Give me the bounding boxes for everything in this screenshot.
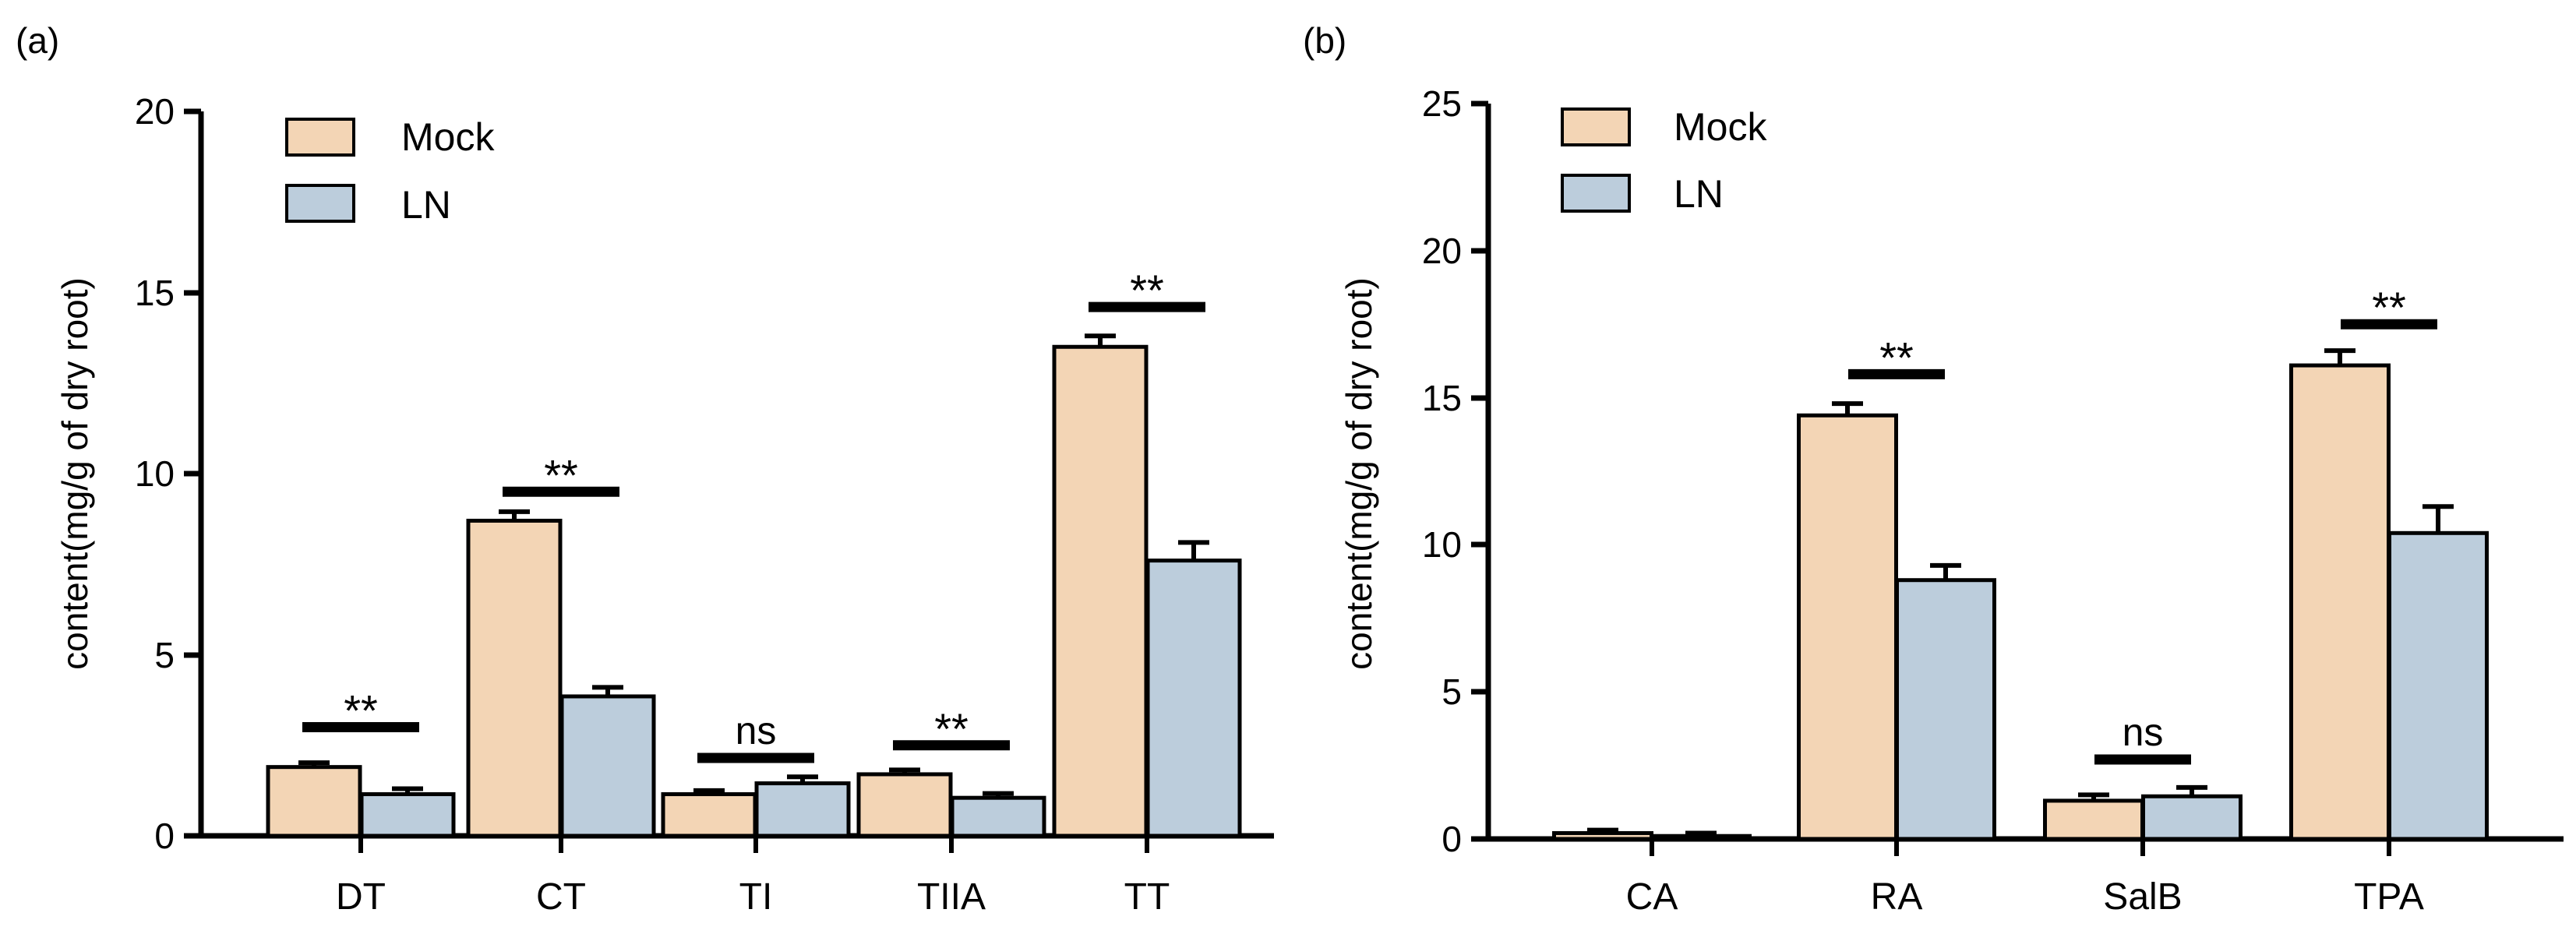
bar-mock-ca bbox=[1552, 830, 1653, 841]
significance-label: ** bbox=[1130, 266, 1164, 315]
panel-b-category-label: SalB bbox=[2103, 876, 2182, 918]
panel-b-category-label: CA bbox=[1626, 876, 1678, 918]
panel-a-y-tick-label: 15 bbox=[135, 273, 175, 313]
panel-a-category-label: TT bbox=[1124, 876, 1170, 918]
bar-mock-dt bbox=[266, 765, 362, 838]
panel-a-x-axis: DT CT TI TIIA TT bbox=[199, 833, 1274, 918]
legend-swatch-mock bbox=[1561, 107, 1631, 146]
bar-ln-ti bbox=[754, 781, 851, 838]
panel-b-x-axis: CA RA SalB TPA bbox=[1486, 836, 2564, 918]
panel-a-y-tick-label: 10 bbox=[135, 453, 175, 494]
panel-a-y-axis-title: content(mg/g of dry root) bbox=[55, 277, 95, 670]
significance-label: ** bbox=[544, 450, 578, 499]
significance-label: ** bbox=[344, 686, 378, 735]
panel-a-y-tick-label: 0 bbox=[154, 816, 175, 856]
panel-a-y-tick-label: 5 bbox=[154, 635, 175, 675]
panel-b: (b) 0 5 10 15 20 25 content(mg/g of dry … bbox=[1303, 20, 2564, 918]
legend-label-ln: LN bbox=[401, 183, 451, 227]
panel-a-category-label: TI bbox=[739, 876, 773, 918]
bar-ln-ca bbox=[1650, 834, 1752, 841]
panel-b-y-tick-label: 5 bbox=[1442, 671, 1462, 712]
bar-ln-tpa bbox=[2387, 530, 2489, 841]
bar-ln-dt bbox=[359, 792, 456, 838]
panel-a-category-label: DT bbox=[336, 876, 386, 918]
bar-mock-ct bbox=[466, 518, 563, 838]
panel-b-marks: ** ns ** bbox=[1552, 283, 2489, 841]
panel-a-label: (a) bbox=[16, 20, 59, 61]
bar-ln-ct bbox=[559, 694, 656, 838]
legend-swatch-ln bbox=[285, 184, 355, 223]
panel-a-marks: ** ** ns ** ** bbox=[266, 266, 1242, 838]
panel-b-y-tick-label: 20 bbox=[1422, 231, 1462, 271]
panel-b-category-label: TPA bbox=[2354, 876, 2424, 918]
panel-a-category-label: TIIA bbox=[917, 876, 986, 918]
legend-swatch-mock bbox=[285, 118, 355, 157]
significance-label: ** bbox=[2372, 283, 2406, 332]
bar-mock-tiia bbox=[856, 772, 953, 838]
significance-label: ns bbox=[2123, 710, 2164, 754]
bar-mock-tt bbox=[1052, 344, 1149, 838]
panel-a-category-label: CT bbox=[536, 876, 586, 918]
bar-mock-salb bbox=[2043, 798, 2144, 841]
legend-label-mock: Mock bbox=[401, 115, 495, 159]
panel-b-legend: Mock LN bbox=[1561, 105, 1767, 216]
panel-b-y-tick-label: 0 bbox=[1442, 819, 1462, 859]
panel-a-legend: Mock LN bbox=[285, 115, 495, 227]
panel-a-y-axis: 0 5 10 15 20 content(mg/g of dry root) bbox=[55, 91, 204, 856]
panel-b-y-axis: 0 5 10 15 20 25 content(mg/g of dry root… bbox=[1339, 83, 1491, 859]
bar-mock-tpa bbox=[2289, 363, 2391, 841]
significance-label: ns bbox=[736, 709, 777, 752]
bar-mock-ti bbox=[661, 792, 757, 838]
panel-b-y-tick-label: 25 bbox=[1422, 83, 1462, 124]
bar-ln-tiia bbox=[950, 795, 1046, 838]
panel-b-y-tick-label: 10 bbox=[1422, 524, 1462, 565]
panel-a-y-tick-label: 20 bbox=[135, 91, 175, 132]
bar-ln-ra bbox=[1895, 578, 1996, 841]
significance-label: ** bbox=[1879, 333, 1914, 382]
bar-ln-salb bbox=[2141, 794, 2243, 841]
panel-a: (a) 0 5 10 15 20 content(mg/g of dry roo… bbox=[16, 20, 1274, 918]
legend-label-ln: LN bbox=[1674, 172, 1724, 216]
panel-b-category-label: RA bbox=[1871, 876, 1923, 918]
panel-b-y-axis-title: content(mg/g of dry root) bbox=[1339, 277, 1379, 670]
panel-b-label: (b) bbox=[1303, 20, 1346, 61]
bar-ln-tt bbox=[1145, 559, 1242, 838]
bar-mock-ra bbox=[1797, 413, 1898, 841]
significance-label: ** bbox=[934, 704, 969, 753]
legend-label-mock: Mock bbox=[1674, 105, 1767, 149]
legend-swatch-ln bbox=[1561, 174, 1631, 213]
panel-b-y-tick-label: 15 bbox=[1422, 378, 1462, 418]
